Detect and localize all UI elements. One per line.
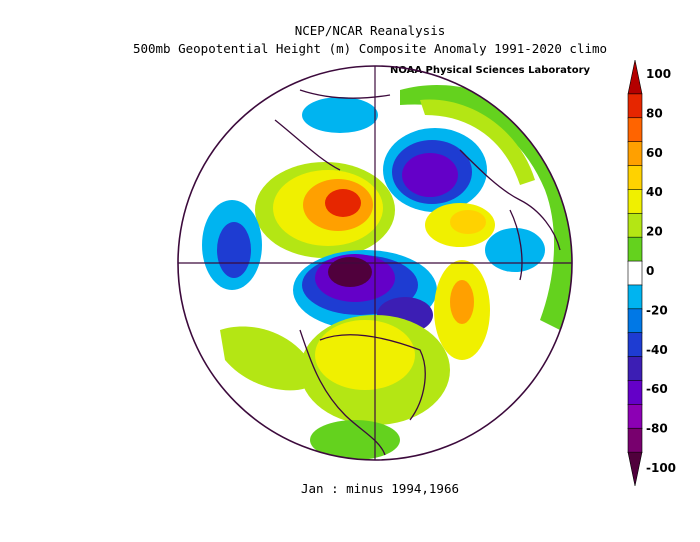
colorbar-tick-label: 40	[646, 185, 663, 199]
colorbar-segment	[627, 380, 643, 406]
colorbar-tick-label: 80	[646, 106, 663, 120]
coastlines	[274, 89, 561, 456]
credit-label: NOAA Physical Sciences Laboratory	[390, 65, 591, 76]
anomaly-field	[202, 84, 572, 460]
colorbar-segment	[627, 332, 643, 358]
colorbar-segment	[627, 189, 643, 215]
colorbar-tick-label: -40	[646, 343, 668, 357]
colorbar-segment	[627, 356, 643, 382]
map-boundary	[177, 65, 573, 461]
colorbar-tick-label: 20	[646, 225, 663, 239]
map-subtitle: 500mb Geopotential Height (m) Composite …	[132, 41, 608, 56]
colorbar-segment	[627, 165, 643, 191]
colorbar-segment	[627, 451, 643, 487]
colorbar-segment	[627, 260, 643, 286]
colorbar-segment	[627, 212, 643, 238]
map-title: NCEP/NCAR Reanalysis	[294, 23, 446, 38]
colorbar-tick-label: 0	[646, 264, 654, 278]
colorbar-tick-label: -100	[646, 461, 676, 475]
colorbar-segment	[627, 236, 643, 262]
colorbar-segment	[627, 93, 643, 119]
colorbar-segment	[627, 59, 643, 95]
colorbar-tick-label: 60	[646, 146, 663, 160]
colorbar-tick-label: -60	[646, 382, 668, 396]
anomaly-negative-arctic	[302, 97, 378, 133]
colorbar-segment	[627, 404, 643, 430]
colorbar-tick-label: 100	[646, 67, 671, 81]
colorbar-tick-label: -80	[646, 422, 668, 436]
anomaly-positive-scandinavia	[420, 99, 535, 185]
colorbar-segment	[627, 117, 643, 143]
colorbar-segment	[627, 308, 643, 334]
colorbar-segment	[627, 141, 643, 167]
map-caption: Jan : minus 1994,1966	[300, 481, 460, 496]
colorbar-tick-label: -20	[646, 303, 668, 317]
colorbar-segment	[627, 284, 643, 310]
colorbar-segment	[627, 427, 643, 453]
